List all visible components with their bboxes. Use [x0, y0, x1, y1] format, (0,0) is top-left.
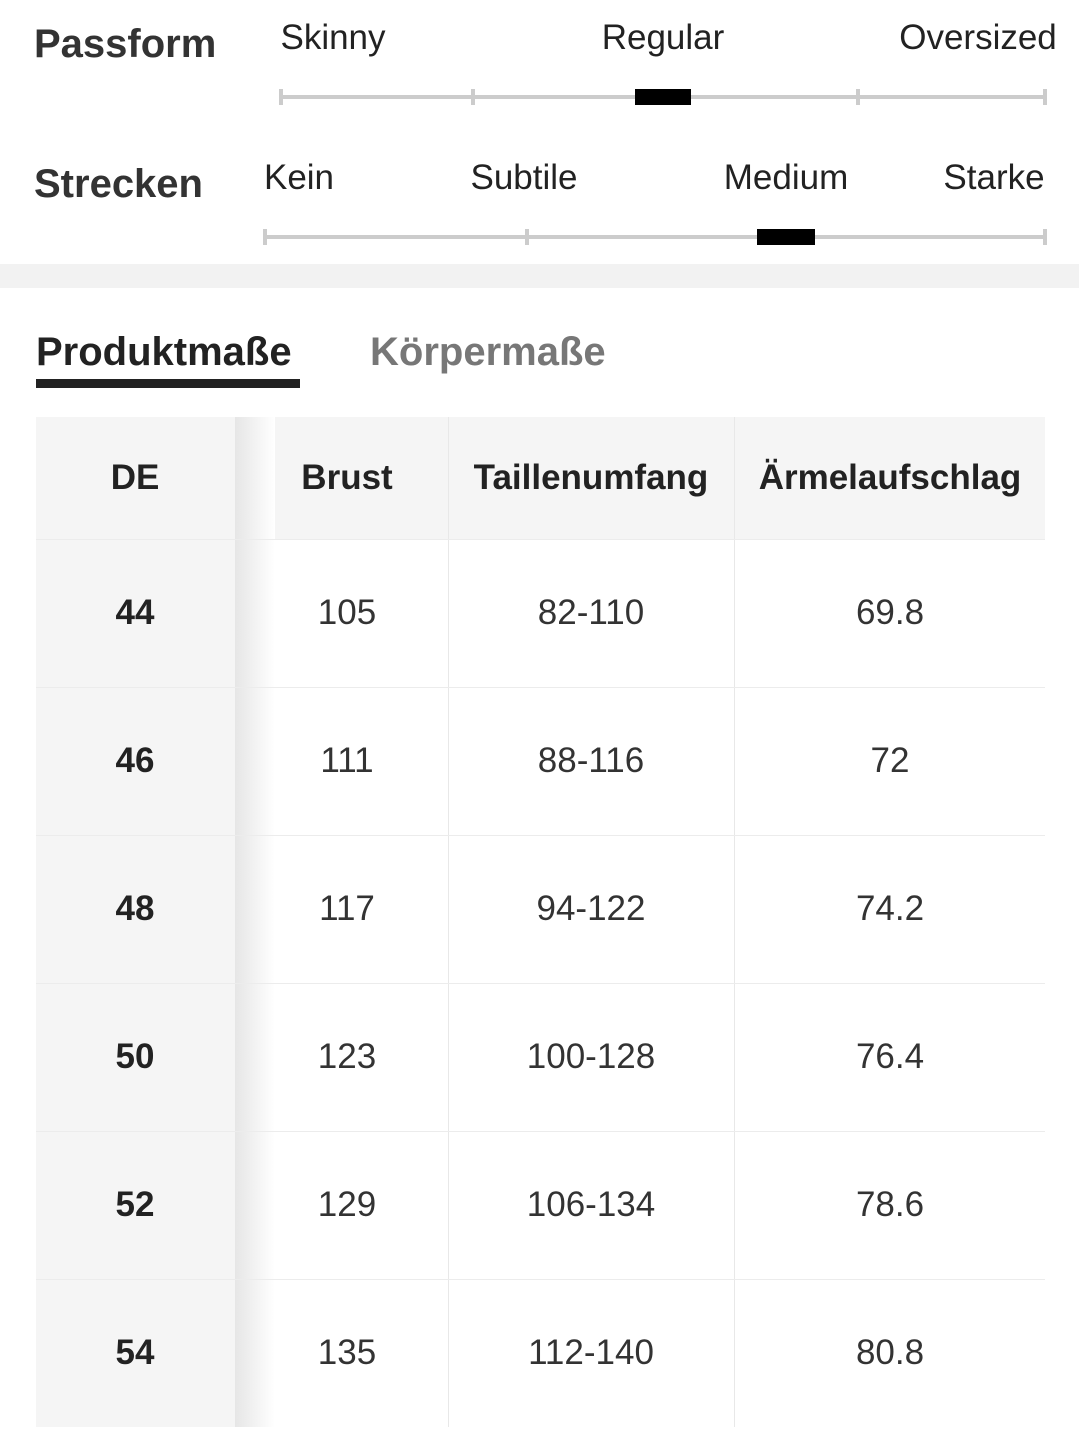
tab[interactable]: Produktmaße [36, 330, 292, 374]
table-cell: 129 [317, 1185, 377, 1224]
fit-option[interactable]: Regular [601, 18, 725, 57]
table-header: DE [110, 458, 160, 497]
fit-tick [856, 89, 860, 105]
header-cell-bg [275, 417, 1045, 539]
table-cell: 105 [317, 593, 377, 632]
table-cell: 50 [115, 1037, 155, 1076]
tab[interactable]: Körpermaße [370, 330, 606, 374]
table-cell: 117 [319, 889, 375, 928]
row-border [36, 1279, 1045, 1280]
row-border [36, 687, 1045, 688]
table-cell: 48 [115, 889, 155, 928]
table-cell: 94-122 [536, 889, 646, 928]
tab-underline [36, 379, 300, 388]
first-col-bg [36, 417, 235, 1427]
table-cell: 78.6 [855, 1185, 925, 1224]
fit-marker [757, 229, 815, 245]
fit-tick [1043, 89, 1047, 105]
table-cell: 123 [317, 1037, 377, 1076]
fit-label: Passform [34, 22, 217, 66]
table-cell: 54 [115, 1333, 155, 1372]
fit-tick [525, 229, 529, 245]
table-cell: 82-110 [537, 593, 645, 632]
col-border [448, 417, 449, 1427]
col-border [734, 417, 735, 1427]
fit-tick [279, 89, 283, 105]
table-cell: 69.8 [855, 593, 925, 632]
table-cell: 52 [115, 1185, 155, 1224]
row-border [36, 983, 1045, 984]
row-border [36, 539, 1045, 540]
fit-option[interactable]: Medium [723, 158, 849, 197]
table-cell: 44 [115, 593, 155, 632]
fit-option[interactable]: Kein [263, 158, 335, 197]
table-cell: 46 [115, 741, 155, 780]
row-border [36, 1131, 1045, 1132]
fit-track [265, 235, 1045, 239]
table-cell: 111 [320, 741, 374, 780]
fit-tick [1043, 229, 1047, 245]
table-header: Ärmelaufschlag [758, 458, 1022, 497]
fit-tick [471, 89, 475, 105]
table-cell: 100-128 [526, 1037, 656, 1076]
fit-option[interactable]: Skinny [280, 18, 386, 57]
fit-option[interactable]: Starke [943, 158, 1045, 197]
divider-band [0, 264, 1079, 288]
table-header: Brust [301, 458, 393, 497]
fit-marker [635, 89, 691, 105]
fit-option[interactable]: Subtile [470, 158, 578, 197]
table-cell: 112-140 [528, 1333, 654, 1372]
fit-label: Strecken [34, 162, 203, 206]
row-border [36, 835, 1045, 836]
first-col-shadow [235, 417, 275, 1427]
table-cell: 135 [317, 1333, 377, 1372]
table-cell: 80.8 [855, 1333, 925, 1372]
table-cell: 106-134 [526, 1185, 656, 1224]
table-cell: 74.2 [855, 889, 925, 928]
table-cell: 72 [870, 741, 910, 780]
fit-option[interactable]: Oversized [899, 18, 1057, 57]
fit-tick [263, 229, 267, 245]
table-header: Taillenumfang [473, 458, 709, 497]
table-cell: 88-116 [537, 741, 645, 780]
table-cell: 76.4 [855, 1037, 925, 1076]
